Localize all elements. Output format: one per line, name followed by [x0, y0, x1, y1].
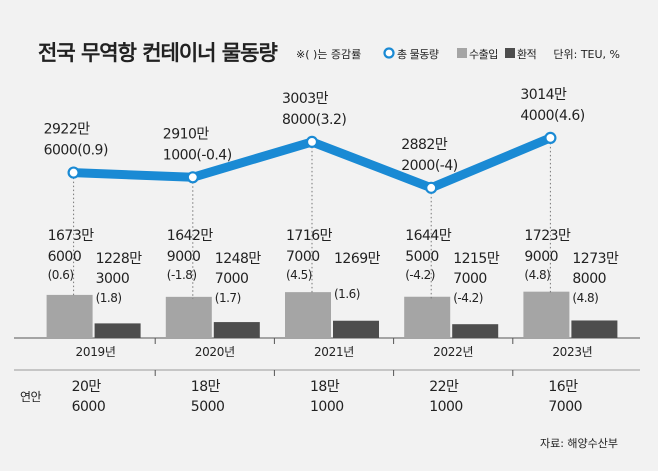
- annual-value: 18만: [191, 379, 221, 395]
- data-label: 3003만: [282, 91, 329, 107]
- data-label: 5000: [405, 249, 439, 265]
- total-point: [305, 135, 319, 148]
- data-label: (-4.2): [453, 291, 483, 305]
- data-label: 1273만: [572, 251, 619, 267]
- data-label: 7000: [453, 271, 487, 287]
- data-label: 2882만: [401, 137, 448, 153]
- data-label: 1269만: [334, 251, 381, 267]
- unit-label: 단위: TEU, %: [553, 48, 620, 61]
- data-label: 1215만: [453, 251, 500, 267]
- data-label: (4.8): [524, 268, 550, 282]
- data-label: 1248만: [215, 251, 262, 267]
- annual-value: 16만: [548, 379, 578, 395]
- data-label: 8000: [572, 271, 606, 287]
- annual-value: 1000: [310, 399, 344, 415]
- annual-value: 22만: [429, 379, 459, 395]
- legend-import-export-label: 수출입: [469, 48, 498, 61]
- total-point: [425, 181, 438, 194]
- bar-transship: [94, 323, 141, 338]
- bar-transship: [571, 320, 618, 338]
- data-label: 2000(-4): [401, 158, 458, 174]
- data-label: 6000: [48, 249, 82, 265]
- data-label: (1.8): [96, 291, 122, 305]
- annual-value: 18만: [310, 379, 340, 395]
- annual-value: 1000: [429, 399, 463, 415]
- legend-import-export-swatch: [457, 48, 467, 58]
- data-label: 1673만: [48, 228, 95, 244]
- chart-body: 2019년 2020년 2021년 2022년 2023년 1673만 6000 (0.6) 1…: [14, 87, 640, 415]
- legend-total-marker: [383, 47, 395, 59]
- data-label: 7000: [215, 271, 249, 287]
- legend-transship-swatch: [505, 48, 515, 58]
- data-label: 2922만: [44, 122, 91, 138]
- total-point: [544, 131, 557, 144]
- data-label: 1723만: [524, 228, 571, 244]
- chart-note: ※( )는 증감률: [296, 48, 361, 61]
- data-label: 9000: [524, 249, 558, 265]
- data-label: (1.6): [334, 287, 360, 301]
- data-label: 1000(-0.4): [163, 147, 232, 163]
- bar-import-export: [523, 291, 570, 338]
- annual-value: 5000: [191, 399, 225, 415]
- bar-import-export: [165, 296, 212, 338]
- bar-transship: [213, 322, 260, 338]
- data-label: 3000: [96, 271, 130, 287]
- x-tick-label: 2022년: [433, 345, 473, 359]
- total-point: [186, 171, 199, 184]
- legend-total-label: 총 물동량: [397, 48, 439, 61]
- data-label: 2910만: [163, 126, 210, 142]
- data-label: (1.7): [215, 291, 241, 305]
- data-label: 9000: [167, 249, 201, 265]
- total-point: [67, 166, 80, 179]
- data-label: 1228만: [96, 251, 143, 267]
- chart-title: 전국 무역항 컨테이너 물동량: [38, 41, 277, 65]
- data-label: 1716만: [286, 228, 333, 244]
- legend: 총 물동량 수출입 환적: [383, 47, 537, 61]
- data-label: 6000(0.9): [44, 143, 108, 159]
- data-label: (4.5): [286, 268, 312, 282]
- annual-row-label: 연안: [20, 390, 42, 404]
- data-label: (-1.8): [167, 268, 197, 282]
- x-tick-label: 2021년: [314, 345, 354, 359]
- annual-value: 6000: [72, 399, 106, 415]
- annual-value: 7000: [548, 399, 582, 415]
- bar-transship: [452, 324, 499, 338]
- bar-import-export: [285, 292, 331, 338]
- bar-import-export: [404, 296, 451, 338]
- bar-import-export: [46, 294, 93, 338]
- data-label: 1644만: [405, 228, 452, 244]
- data-label: 4000(4.6): [520, 108, 584, 124]
- data-label: (4.8): [572, 291, 598, 305]
- data-label: (-4.2): [405, 268, 435, 282]
- annual-value: 20만: [72, 379, 102, 395]
- data-label: 1642만: [167, 228, 214, 244]
- x-tick-label: 2019년: [76, 345, 116, 359]
- data-label: 8000(3.2): [282, 112, 346, 128]
- x-tick-label: 2023년: [552, 345, 592, 359]
- bar-transship: [333, 320, 379, 338]
- data-label: 3014만: [520, 87, 567, 103]
- source-label: 자료: 해양수산부: [540, 436, 618, 450]
- legend-transship-label: 환적: [517, 48, 536, 61]
- data-label: (0.6): [48, 268, 74, 282]
- x-tick-label: 2020년: [195, 345, 235, 359]
- data-label: 7000: [286, 249, 320, 265]
